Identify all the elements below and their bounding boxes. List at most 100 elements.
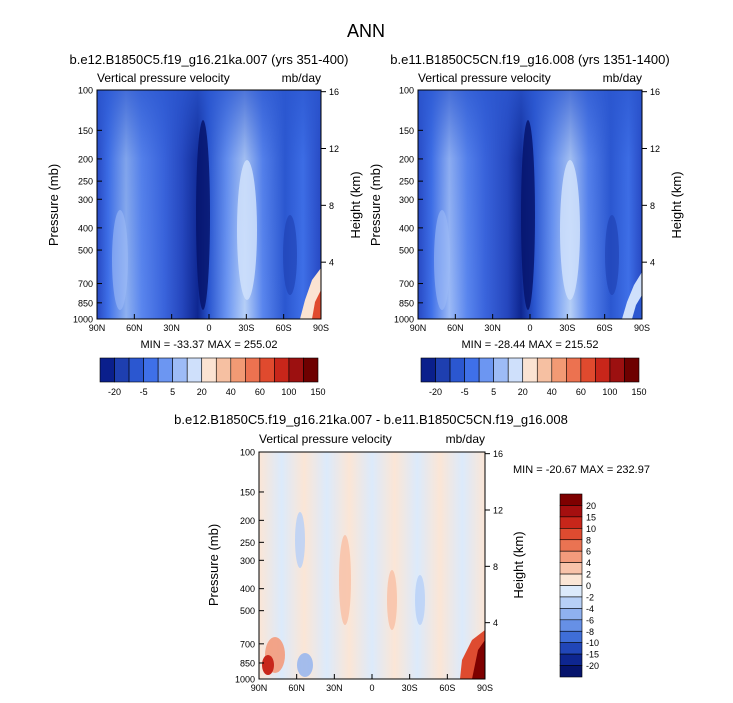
y-tick-label: 300 xyxy=(399,195,414,205)
x-tick-label: 60N xyxy=(447,323,464,333)
colorbar-swatch xyxy=(559,585,583,598)
colorbar-swatch xyxy=(559,642,583,655)
colorbar-label: -4 xyxy=(586,604,594,614)
colorbar-swatch xyxy=(536,357,553,383)
y-tick-label: 850 xyxy=(78,298,93,308)
y-tick-label: 400 xyxy=(399,223,414,233)
y-axis-right-label: Height (km) xyxy=(511,531,526,598)
colorbar-label: -2 xyxy=(586,592,594,602)
y-tick-label: 1000 xyxy=(394,315,414,325)
colorbar-label: 4 xyxy=(586,558,591,568)
height-tick-label: 4 xyxy=(329,258,334,268)
x-tick-label: 90N xyxy=(251,683,268,693)
colorbar-swatch xyxy=(259,357,275,383)
colorbar-swatch xyxy=(99,357,115,383)
colorbar-swatch xyxy=(559,573,583,586)
y-tick-label: 400 xyxy=(78,223,93,233)
y-tick-label: 250 xyxy=(240,538,255,548)
colorbar-swatch xyxy=(559,505,583,518)
colorbar-label: 60 xyxy=(255,387,265,397)
x-tick-label: 90S xyxy=(313,323,329,333)
colorbar-swatch xyxy=(559,516,583,529)
colorbar-swatch xyxy=(551,357,567,383)
colorbar-swatch xyxy=(559,550,583,563)
y-tick-label: 250 xyxy=(78,177,93,187)
colorbar-label: -5 xyxy=(140,387,148,397)
variable-label: Vertical pressure velocity xyxy=(418,71,551,85)
colorbar-swatch xyxy=(522,357,538,383)
y-axis-right-label: Height (km) xyxy=(669,171,684,238)
x-tick-label: 90N xyxy=(89,323,106,333)
colorbar-swatch xyxy=(420,357,436,383)
panel-control: b.e12.B1850C5.f19_g16.21ka.007 (yrs 351-… xyxy=(46,52,363,397)
colorbar-label: 150 xyxy=(310,387,325,397)
colorbar-swatch xyxy=(559,619,583,632)
x-tick-label: 30N xyxy=(163,323,180,333)
colorbar-swatch xyxy=(559,493,583,506)
colorbar-swatch xyxy=(566,357,582,383)
colorbar-label: -20 xyxy=(108,387,121,397)
colorbar-label: 100 xyxy=(602,387,617,397)
x-tick-label: 90N xyxy=(410,323,427,333)
y-axis-label: Pressure (mb) xyxy=(206,524,221,606)
height-tick-label: 16 xyxy=(650,87,660,97)
y-tick-label: 700 xyxy=(78,279,93,289)
colorbar-label: -20 xyxy=(429,387,442,397)
y-axis-label: Pressure (mb) xyxy=(368,164,383,246)
colorbar-label: -15 xyxy=(586,650,599,660)
colorbar-swatch xyxy=(288,357,304,383)
plot-field xyxy=(97,90,321,319)
colorbar-swatch xyxy=(186,357,203,383)
height-tick-label: 8 xyxy=(493,562,498,572)
colorbar-label: 60 xyxy=(576,387,586,397)
colorbar-swatch xyxy=(478,357,494,383)
colorbar-label: 100 xyxy=(281,387,296,397)
y-tick-label: 100 xyxy=(240,448,255,458)
units-label: mb/day xyxy=(603,71,642,85)
x-tick-label: 60S xyxy=(276,323,292,333)
height-tick-label: 12 xyxy=(650,144,660,154)
colorbar-label: 15 xyxy=(586,512,596,522)
units-label: mb/day xyxy=(282,71,321,85)
colorbar-label: 40 xyxy=(547,387,557,397)
y-tick-label: 100 xyxy=(399,86,414,96)
panel-difference: b.e12.B1850C5.f19_g16.21ka.007 - b.e11.B… xyxy=(174,412,650,693)
y-tick-label: 250 xyxy=(399,177,414,187)
x-tick-label: 0 xyxy=(369,683,374,693)
colorbar-label: -5 xyxy=(461,387,469,397)
plot-field xyxy=(259,452,485,679)
y-tick-label: 100 xyxy=(78,86,93,96)
y-tick-label: 200 xyxy=(78,154,93,164)
height-tick-label: 8 xyxy=(329,201,334,211)
y-tick-label: 400 xyxy=(240,584,255,594)
x-tick-label: 30N xyxy=(484,323,501,333)
x-tick-label: 0 xyxy=(206,323,211,333)
panel-title: b.e12.B1850C5.f19_g16.21ka.007 (yrs 351-… xyxy=(70,52,349,67)
colorbar-swatch xyxy=(559,630,583,643)
y-tick-label: 200 xyxy=(399,154,414,164)
colorbar-swatch xyxy=(143,357,159,383)
x-tick-label: 30S xyxy=(238,323,254,333)
colorbar-swatch xyxy=(624,357,640,383)
panel-experiment: b.e11.B1850C5CN.f19_g16.008 (yrs 1351-14… xyxy=(368,52,684,397)
panel-title: b.e11.B1850C5CN.f19_g16.008 (yrs 1351-14… xyxy=(390,52,669,67)
height-tick-label: 16 xyxy=(329,87,339,97)
colorbar-swatch xyxy=(274,357,290,383)
y-tick-label: 150 xyxy=(240,487,255,497)
y-tick-label: 150 xyxy=(399,126,414,136)
stats-readout: MIN = -33.37 MAX = 255.02 xyxy=(141,339,278,351)
x-tick-label: 30N xyxy=(326,683,343,693)
colorbar-swatch xyxy=(580,357,596,383)
height-tick-label: 16 xyxy=(493,449,503,459)
y-tick-label: 500 xyxy=(78,246,93,256)
y-axis-label: Pressure (mb) xyxy=(46,164,61,246)
x-tick-label: 90S xyxy=(477,683,493,693)
x-tick-label: 60N xyxy=(288,683,305,693)
colorbar-swatch xyxy=(157,357,173,383)
colorbar-label: 2 xyxy=(586,570,591,580)
y-tick-label: 300 xyxy=(240,556,255,566)
colorbar-swatch xyxy=(559,608,583,621)
colorbar-label: 150 xyxy=(631,387,646,397)
colorbar-swatch xyxy=(172,357,188,383)
